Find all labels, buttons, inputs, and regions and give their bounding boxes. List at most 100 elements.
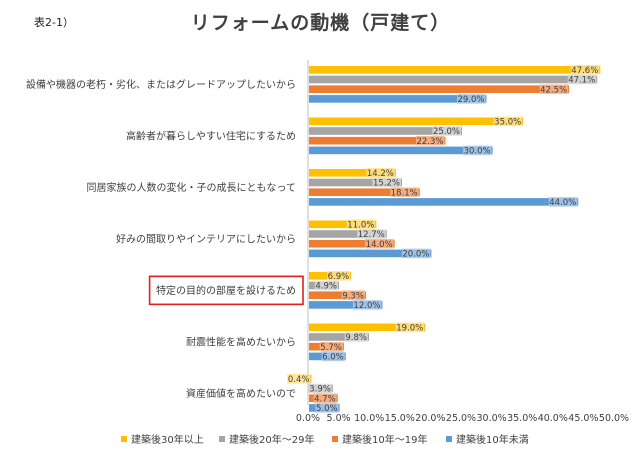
category-label: 資産価値を高めたいので [186, 387, 296, 400]
data-label-bg [341, 290, 365, 300]
category-label: 特定の目的の部屋を設けるため [156, 284, 296, 297]
bar [309, 66, 601, 74]
bar [309, 220, 377, 229]
bar [309, 85, 570, 93]
data-label: 12.7% [358, 230, 385, 240]
bar [309, 301, 383, 309]
data-label: 42.5% [540, 85, 567, 95]
data-label-bg [401, 248, 431, 259]
bar [309, 75, 598, 84]
x-tick-label: 30.0% [477, 413, 507, 424]
data-label-bg [567, 74, 597, 85]
legend-label: 建築後20年〜29年 [229, 433, 314, 446]
data-label-bg [327, 271, 351, 281]
data-label: 4.9% [315, 282, 337, 292]
data-label-bg [493, 116, 523, 127]
bar [309, 127, 462, 135]
data-label-bg [390, 187, 419, 197]
legend-label: 建築後10年〜19年 [342, 433, 427, 446]
x-tick-label: 45.0% [568, 413, 598, 424]
data-label: 3.9% [309, 385, 331, 395]
data-label-bg [287, 374, 311, 384]
bar [309, 333, 369, 341]
data-label: 14.0% [366, 240, 393, 250]
data-label-bg [352, 300, 382, 310]
data-label: 11.0% [347, 221, 374, 231]
data-label: 30.0% [464, 147, 491, 157]
bar [309, 198, 579, 206]
data-label-bg [315, 403, 339, 413]
data-label: 6.9% [328, 272, 350, 282]
data-label: 0.4% [288, 375, 310, 385]
x-tick-label: 0.0% [296, 413, 320, 424]
bar [309, 146, 493, 155]
data-label: 22.3% [416, 137, 443, 147]
data-label-bg [365, 238, 394, 249]
data-label: 20.0% [402, 250, 429, 260]
x-tick-label: 20.0% [415, 413, 445, 424]
data-label: 19.0% [396, 324, 423, 334]
x-tick-label: 40.0% [538, 413, 568, 424]
data-label-bg [346, 219, 376, 230]
data-label: 15.2% [373, 179, 400, 189]
x-tick-label: 25.0% [446, 413, 476, 424]
x-tick-label: 15.0% [385, 413, 415, 424]
data-label-bg [372, 177, 402, 188]
data-label: 4.7% [314, 394, 336, 404]
data-label: 9.8% [345, 333, 367, 343]
data-label-bg [357, 229, 386, 239]
data-label-bg [319, 341, 343, 352]
chart-title: リフォームの動機（戸建て） [190, 12, 451, 34]
data-label-bg [314, 280, 338, 291]
data-label: 14.2% [367, 169, 394, 179]
x-tick-label: 10.0% [354, 413, 384, 424]
bar [309, 117, 524, 126]
data-label: 47.1% [568, 76, 595, 86]
bar [309, 291, 366, 299]
legend-swatch [446, 436, 452, 442]
data-label-bg [344, 332, 368, 342]
data-label-bg [463, 145, 492, 156]
data-label: 5.0% [316, 404, 338, 414]
category-label: 設備や機器の老朽・劣化、またはグレードアップしたいから [26, 78, 296, 91]
data-label-bg [395, 322, 425, 333]
bar [309, 230, 387, 238]
legend-swatch [332, 436, 338, 442]
x-tick-label: 35.0% [507, 413, 537, 424]
data-label: 18.1% [391, 188, 418, 198]
data-label: 47.6% [571, 66, 598, 76]
bar [309, 323, 426, 332]
data-label-bg [539, 84, 569, 94]
data-label: 25.0% [433, 127, 460, 137]
legend-label: 建築後10年未満 [456, 433, 529, 446]
legend-label: 建築後30年以上 [131, 433, 204, 446]
category-label: 高齢者が暮らしやすい住宅にするため [126, 129, 296, 142]
data-label-bg [415, 135, 445, 146]
category-label: 好みの間取りやインテリアにしたいから [116, 233, 296, 245]
data-label: 35.0% [494, 118, 521, 128]
x-tick-label: 5.0% [327, 413, 351, 424]
data-label-bg [570, 65, 600, 75]
data-label: 44.0% [549, 198, 576, 208]
x-tick-label: 50.0% [599, 413, 629, 424]
category-label: 耐震性能を高めたいから [186, 335, 296, 348]
highlight-box [148, 275, 304, 306]
legend-swatch [219, 436, 225, 442]
data-label-bg [548, 197, 578, 207]
bar [309, 188, 420, 196]
data-label: 29.0% [457, 95, 484, 105]
bar [309, 249, 432, 258]
data-label: 5.7% [320, 343, 342, 353]
table-id-label: 表2-1） [34, 16, 74, 29]
bar [309, 136, 446, 145]
bar [309, 95, 487, 103]
data-label-bg [456, 94, 486, 104]
data-label: 6.0% [322, 353, 344, 363]
data-label-bg [308, 383, 332, 394]
data-label-bg [321, 351, 345, 362]
legend-swatch [121, 436, 127, 442]
bar [309, 178, 403, 187]
data-label-bg [313, 393, 337, 403]
data-label: 9.3% [342, 291, 364, 301]
